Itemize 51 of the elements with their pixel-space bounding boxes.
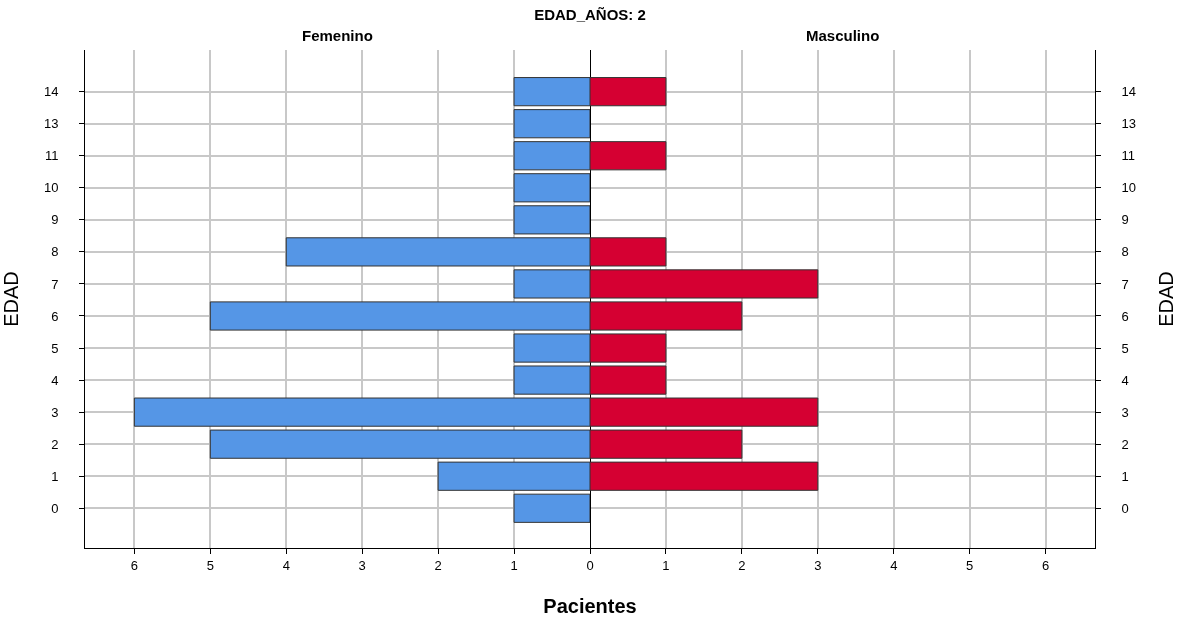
y-tick-label: 13 (1121, 116, 1137, 132)
bar (513, 205, 590, 235)
y-tick-label: 6 (51, 308, 59, 324)
y-tick-label: 14 (1121, 84, 1137, 100)
x-tick-label: 1 (662, 557, 670, 573)
x-tick-label: 3 (814, 557, 822, 573)
y-tick-label: 4 (51, 372, 59, 388)
chart-subtitle: Masculino (806, 27, 880, 44)
y-tick-label: 10 (43, 180, 59, 196)
y-tick-label: 10 (1121, 180, 1137, 196)
y-tick-label: 0 (51, 500, 59, 516)
y-tick-label: 8 (51, 244, 59, 260)
x-tick-label: 3 (358, 557, 366, 573)
y-tick-label: 9 (51, 212, 59, 228)
chart-title: EDAD_AÑOS: 2 (533, 6, 647, 23)
x-tick-label: 5 (966, 557, 974, 573)
y-tick-label: 3 (1121, 404, 1129, 420)
y-tick-label: 2 (1121, 436, 1129, 452)
y-tick-label: 11 (44, 148, 59, 164)
y-tick-label: 1 (1121, 468, 1129, 484)
y-tick-label: 0 (1121, 500, 1129, 516)
x-tick-label: 2 (434, 557, 442, 573)
x-tick-label: 2 (738, 557, 746, 573)
x-tick-label: 6 (1042, 557, 1050, 573)
x-tick-label: 4 (890, 557, 898, 573)
y-tick-label: 5 (1121, 340, 1129, 356)
y-tick-label: 7 (1121, 276, 1129, 292)
x-axis-title: Pacientes (542, 595, 638, 618)
x-tick-label: 4 (282, 557, 290, 573)
y-tick-label: 14 (43, 84, 59, 100)
y-tick-label: 4 (1121, 372, 1129, 388)
y-axis-title: EDAD (0, 271, 22, 327)
chart-subtitle: Femenino (302, 27, 373, 44)
x-tick-label: 1 (510, 557, 518, 573)
x-tick-label: 5 (206, 557, 214, 573)
y-tick-label: 7 (51, 276, 59, 292)
y-tick-label: 2 (51, 436, 59, 452)
y-tick-label: 3 (51, 404, 59, 420)
y-tick-label: 6 (1121, 308, 1129, 324)
y-tick-label: 11 (1121, 148, 1136, 164)
y-tick-label: 8 (1121, 244, 1129, 260)
x-tick-label: 0 (586, 557, 594, 573)
y-tick-label: 1 (51, 468, 59, 484)
bar (513, 109, 590, 139)
x-tick-label: 6 (130, 557, 138, 573)
y-tick-label: 9 (1121, 212, 1129, 228)
bar (513, 493, 590, 523)
y-tick-label: 13 (43, 116, 59, 132)
bar (513, 173, 590, 203)
y-axis-title: EDAD (1155, 271, 1177, 327)
y-tick-label: 5 (51, 340, 59, 356)
